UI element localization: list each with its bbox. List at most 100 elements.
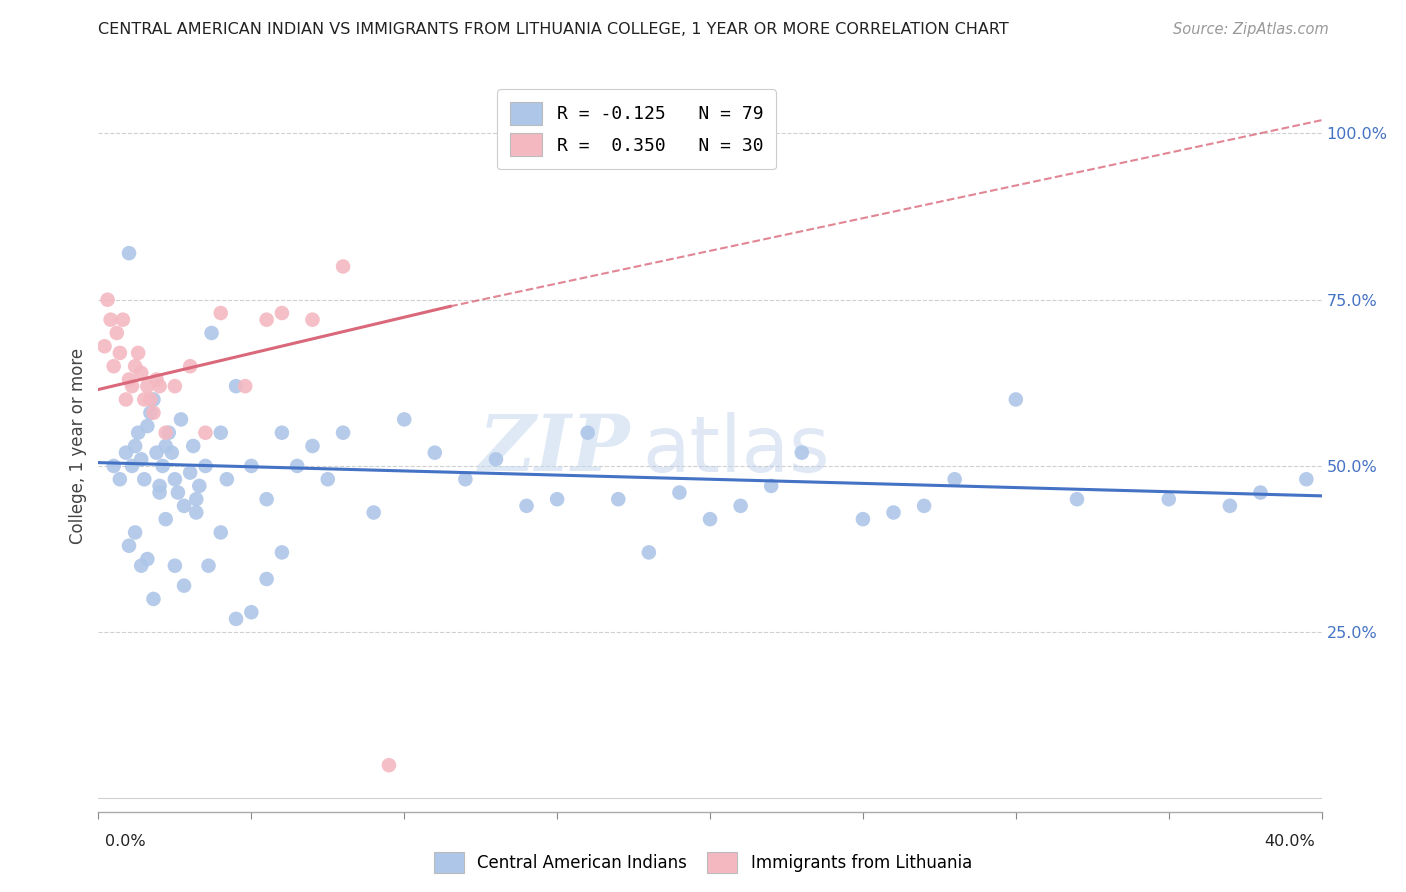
Text: Source: ZipAtlas.com: Source: ZipAtlas.com [1173, 22, 1329, 37]
Point [332, 425, 354, 440]
Point [124, 439, 146, 453]
Point [129, 452, 152, 467]
Point [485, 452, 508, 467]
Point [93, 339, 115, 353]
Point [129, 558, 152, 573]
Point [170, 412, 193, 426]
Point [301, 312, 323, 326]
Point [883, 506, 905, 520]
Point [118, 539, 141, 553]
Point [149, 479, 172, 493]
Point [270, 545, 292, 559]
Y-axis label: College, 1 year or more: College, 1 year or more [69, 348, 87, 544]
Point [316, 472, 339, 486]
Point [186, 506, 208, 520]
Point [163, 379, 186, 393]
Point [301, 439, 323, 453]
Point [1004, 392, 1026, 407]
Point [1219, 499, 1241, 513]
Legend: R = -0.125   N = 79, R =  0.350   N = 30: R = -0.125 N = 79, R = 0.350 N = 30 [498, 89, 776, 169]
Point [270, 306, 292, 320]
Point [118, 372, 141, 386]
Point [139, 406, 162, 420]
Point [127, 346, 149, 360]
Point [200, 326, 222, 340]
Point [163, 472, 186, 486]
Point [423, 445, 446, 459]
Point [546, 492, 568, 507]
Point [142, 406, 165, 420]
Point [730, 499, 752, 513]
Point [160, 445, 183, 459]
Point [136, 552, 159, 566]
Point [145, 445, 167, 459]
Point [173, 499, 195, 513]
Point [136, 419, 159, 434]
Point [194, 458, 217, 473]
Point [108, 472, 131, 486]
Point [134, 392, 156, 407]
Point [149, 379, 172, 393]
Point [145, 372, 167, 386]
Point [270, 425, 292, 440]
Point [118, 246, 141, 260]
Point [392, 412, 416, 426]
Point [129, 366, 152, 380]
Point [759, 479, 782, 493]
Point [121, 458, 143, 473]
Point [209, 525, 232, 540]
Point [256, 572, 278, 586]
Point [1295, 472, 1317, 486]
Point [699, 512, 721, 526]
Point [1157, 492, 1180, 507]
Point [103, 458, 125, 473]
Text: CENTRAL AMERICAN INDIAN VS IMMIGRANTS FROM LITHUANIA COLLEGE, 1 YEAR OR MORE COR: CENTRAL AMERICAN INDIAN VS IMMIGRANTS FR… [98, 22, 1010, 37]
Point [108, 346, 131, 360]
Text: atlas: atlas [643, 411, 831, 488]
Point [163, 558, 186, 573]
Point [155, 425, 177, 440]
Point [1066, 492, 1088, 507]
Point [194, 425, 217, 440]
Point [121, 379, 143, 393]
Point [285, 458, 308, 473]
Point [256, 492, 278, 507]
Point [209, 306, 232, 320]
Point [943, 472, 966, 486]
Point [215, 472, 238, 486]
Point [378, 758, 401, 772]
Point [225, 379, 247, 393]
Point [179, 466, 201, 480]
Point [142, 591, 165, 606]
Point [155, 512, 177, 526]
Point [188, 479, 211, 493]
Point [668, 485, 690, 500]
Point [852, 512, 875, 526]
Point [576, 425, 599, 440]
Point [240, 458, 263, 473]
Point [233, 379, 256, 393]
Point [100, 312, 122, 326]
Point [124, 525, 146, 540]
Point [225, 612, 247, 626]
Point [1249, 485, 1271, 500]
Point [142, 392, 165, 407]
Point [516, 499, 538, 513]
Point [256, 312, 278, 326]
Point [105, 326, 128, 340]
Text: ZIP: ZIP [479, 411, 630, 488]
Point [155, 439, 177, 453]
Point [173, 579, 195, 593]
Point [790, 445, 813, 459]
Point [152, 458, 174, 473]
Point [136, 379, 159, 393]
Point [240, 605, 263, 619]
Point [912, 499, 935, 513]
Point [115, 392, 138, 407]
Point [115, 445, 138, 459]
Point [149, 485, 172, 500]
Point [197, 558, 219, 573]
Point [209, 425, 232, 440]
Point [607, 492, 630, 507]
Point [103, 359, 125, 374]
